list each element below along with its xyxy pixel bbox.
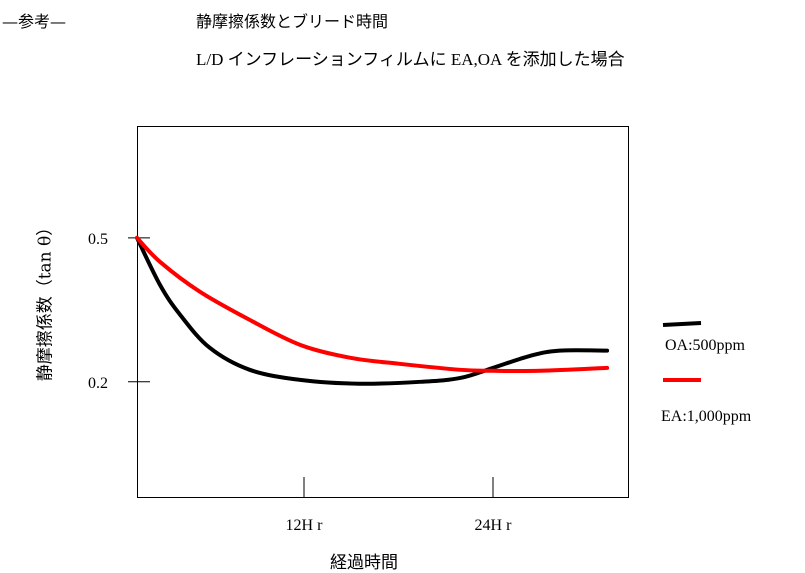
x-tick-label: 12H r (286, 517, 324, 534)
legend-label-oa: OA:500ppm (665, 337, 745, 354)
x-axis-label: 経過時間 (330, 553, 398, 573)
y-tick-label: 0.5 (88, 231, 108, 248)
legend-label-ea: EA:1,000ppm (661, 408, 752, 425)
x-tick-label: 24H r (475, 517, 513, 534)
chart-subtitle: L/D インフレーションフィルムに EA,OA を添加した場合 (196, 50, 625, 69)
plot-frame (137, 126, 629, 498)
reference-label: —参考— (2, 12, 67, 31)
legend-swatch-oa (662, 321, 702, 327)
chart-title: 静摩擦係数とブリード時間 (196, 12, 389, 31)
series-line-oa (135, 235, 610, 386)
y-tick-label: 0.2 (88, 375, 108, 392)
series-line-ea (135, 235, 610, 374)
